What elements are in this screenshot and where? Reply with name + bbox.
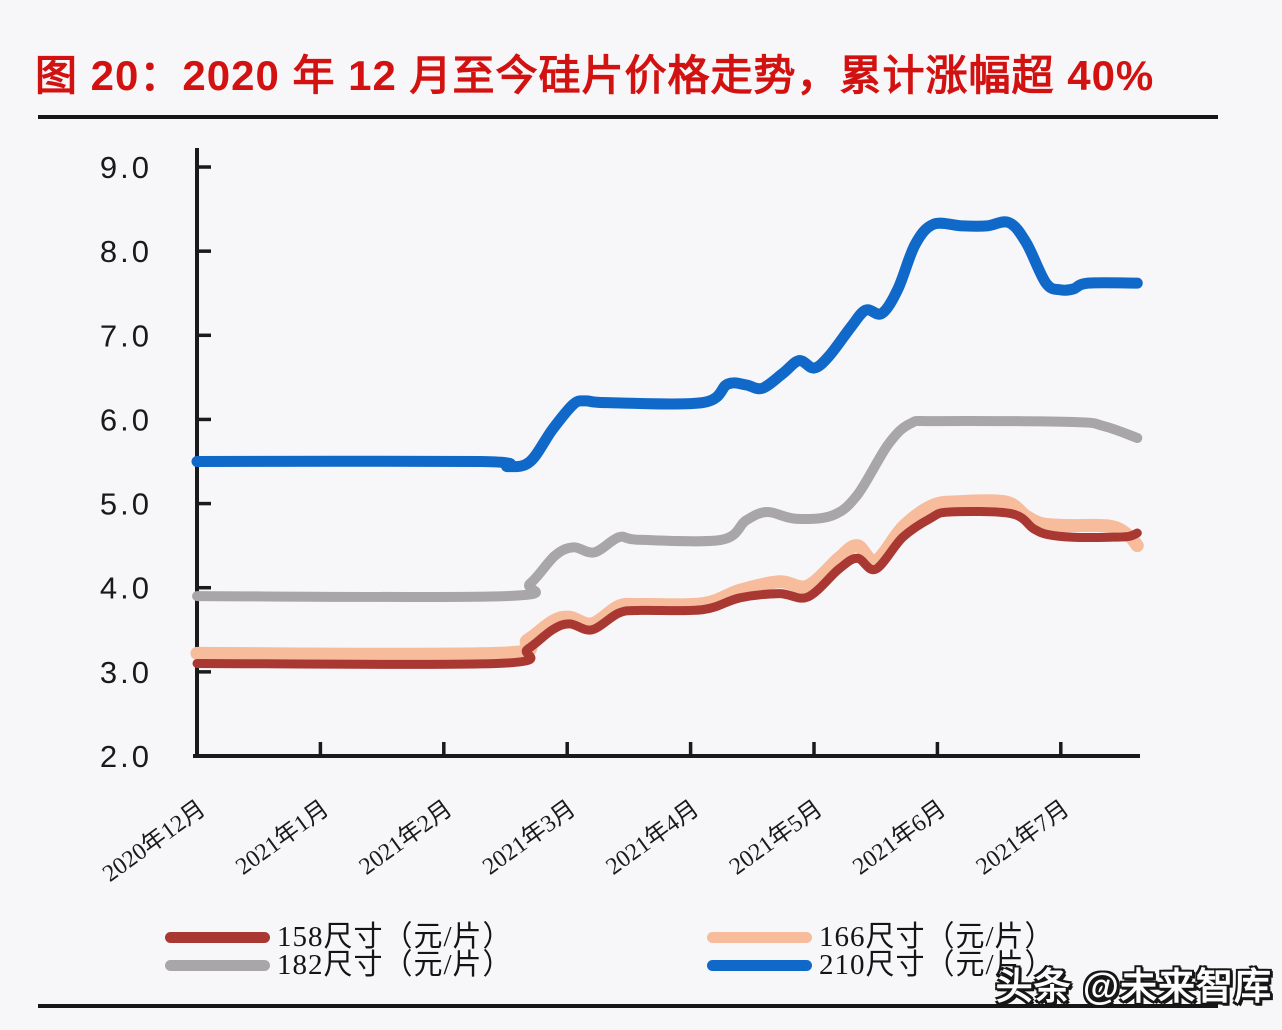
top-divider <box>38 115 1218 119</box>
x-tick-label: 2021年7月 <box>971 795 1074 880</box>
line-158 <box>192 506 1142 669</box>
y-tick-label: 4.0 <box>100 571 152 606</box>
y-tick-label: 6.0 <box>100 402 152 437</box>
x-tick-label: 2021年2月 <box>354 795 457 880</box>
y-tick-label: 8.0 <box>100 234 152 269</box>
line-210 <box>191 216 1143 473</box>
x-tick-label: 2021年6月 <box>848 795 951 880</box>
y-tick-label: 3.0 <box>100 655 152 690</box>
watermark: 头条 @未来智库 <box>995 966 1272 1007</box>
figure-title: 图 20：2020 年 12 月至今硅片价格走势，累计涨幅超 40% <box>35 52 1155 99</box>
y-tick-label: 2.0 <box>100 739 152 774</box>
bottom-divider <box>38 1004 1218 1008</box>
x-tick-label: 2021年3月 <box>477 795 580 880</box>
y-tick-label: 7.0 <box>100 318 152 353</box>
x-tick-label: 2021年1月 <box>231 795 334 880</box>
line-166 <box>190 494 1144 661</box>
x-tick-label: 2020年12月 <box>98 795 211 887</box>
line-182 <box>192 415 1143 603</box>
y-tick-label: 5.0 <box>100 487 152 522</box>
x-tick-label: 2021年5月 <box>724 795 827 880</box>
y-tick-label: 9.0 <box>100 150 152 185</box>
x-tick-label: 2021年4月 <box>601 795 704 880</box>
